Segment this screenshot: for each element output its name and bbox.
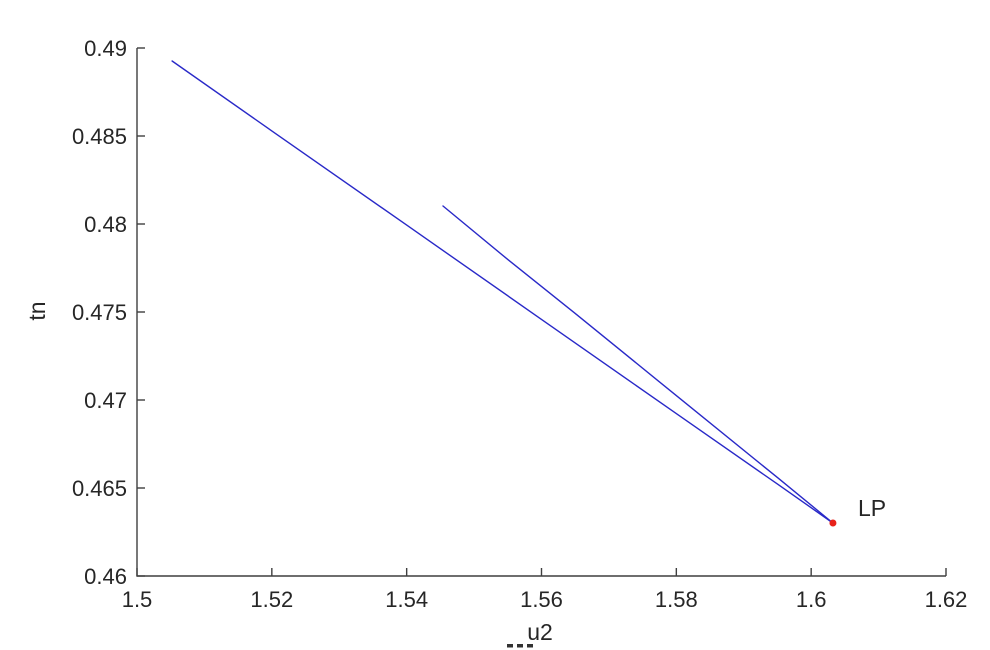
x-tick-label: 1.62 bbox=[925, 587, 968, 612]
y-tick-label: 0.48 bbox=[84, 212, 127, 237]
y-tick-label: 0.47 bbox=[84, 388, 127, 413]
x-tick-label: 1.6 bbox=[796, 587, 827, 612]
limit-point-marker bbox=[829, 519, 837, 527]
x-tick-label: 1.56 bbox=[520, 587, 563, 612]
y-tick-label: 0.465 bbox=[72, 476, 127, 501]
x-tick-label: 1.54 bbox=[385, 587, 428, 612]
lp-annotation-label: LP bbox=[858, 495, 886, 521]
continuation-branch-lower bbox=[171, 60, 834, 524]
clipped-text-mark bbox=[527, 644, 533, 648]
axis-lines bbox=[136, 48, 946, 577]
clipped-text-fragment bbox=[507, 644, 533, 648]
y-tick-label: 0.485 bbox=[72, 124, 127, 149]
x-tick-label: 1.52 bbox=[250, 587, 293, 612]
x-axis-label: u2 bbox=[527, 619, 553, 645]
x-tick-label: 1.58 bbox=[655, 587, 698, 612]
continuation-branch-upper bbox=[442, 205, 834, 524]
y-tick-label: 0.46 bbox=[84, 564, 127, 589]
y-axis-label: tn bbox=[24, 301, 50, 320]
y-tick-label: 0.49 bbox=[84, 36, 127, 61]
clipped-text-mark bbox=[507, 644, 513, 648]
clipped-text-mark bbox=[517, 644, 523, 648]
x-tick-label: 1.5 bbox=[122, 587, 153, 612]
y-tick-label: 0.475 bbox=[72, 300, 127, 325]
